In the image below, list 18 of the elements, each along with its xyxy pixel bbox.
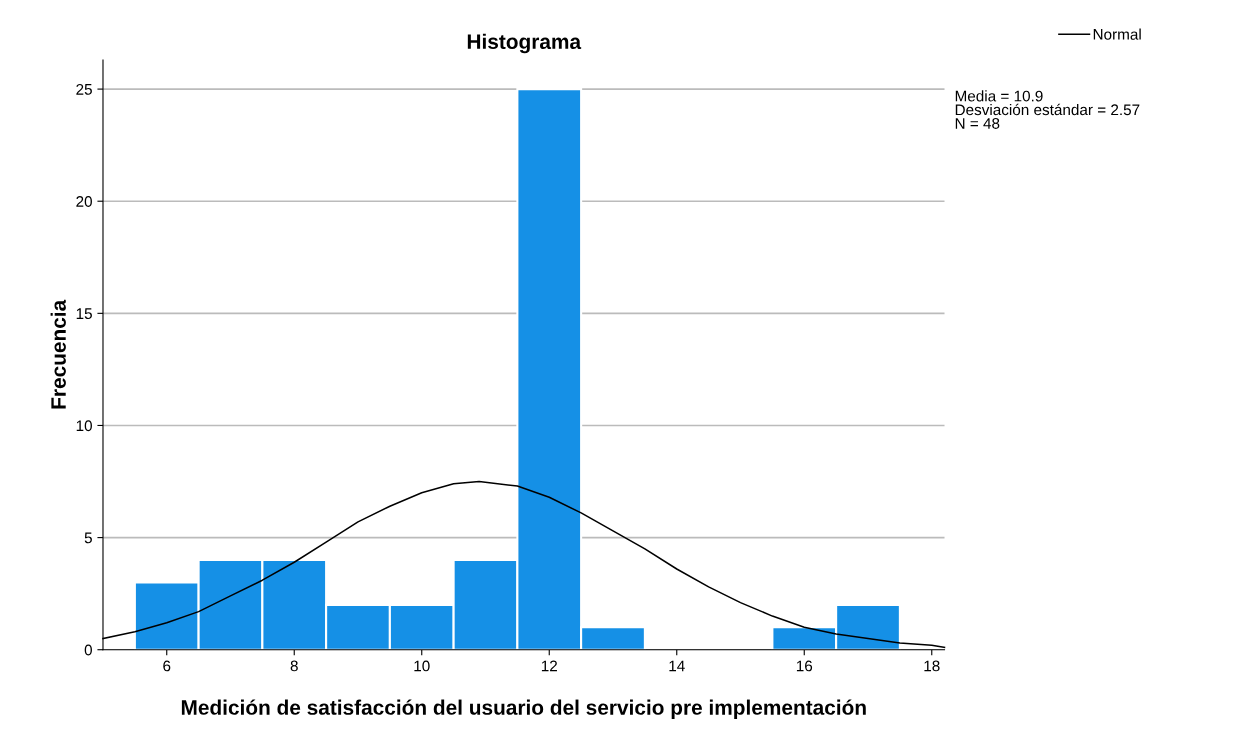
x-tick-label: 14	[669, 660, 685, 672]
text: Media = 10.9 Desviación estándar = 2.57 N = 48	[955, 90, 1140, 129]
x-tick-label: 18	[924, 660, 940, 672]
x-tick-label: 6	[163, 660, 171, 672]
x-axis-title: Medición de satisfacción del usuario del servicio pre implementación	[181, 699, 866, 719]
x-tick-label: 16	[796, 660, 813, 672]
x-tick-label: 10	[414, 660, 430, 672]
y-axis-title: Frecuencia	[50, 299, 66, 409]
y-tick-label: 5	[84, 532, 92, 544]
x-tick-label: 12	[541, 660, 557, 672]
y-tick-label: 15	[76, 308, 92, 320]
y-tick-label: 20	[76, 196, 92, 207]
y-tick-label: 25	[76, 83, 92, 95]
y-tick-label: 0	[84, 644, 92, 656]
chart-title: Histograma	[467, 33, 582, 54]
legend-label: Normal	[1093, 28, 1141, 40]
x-tick-label: 8	[290, 660, 298, 672]
y-tick-label: 10	[76, 420, 92, 432]
